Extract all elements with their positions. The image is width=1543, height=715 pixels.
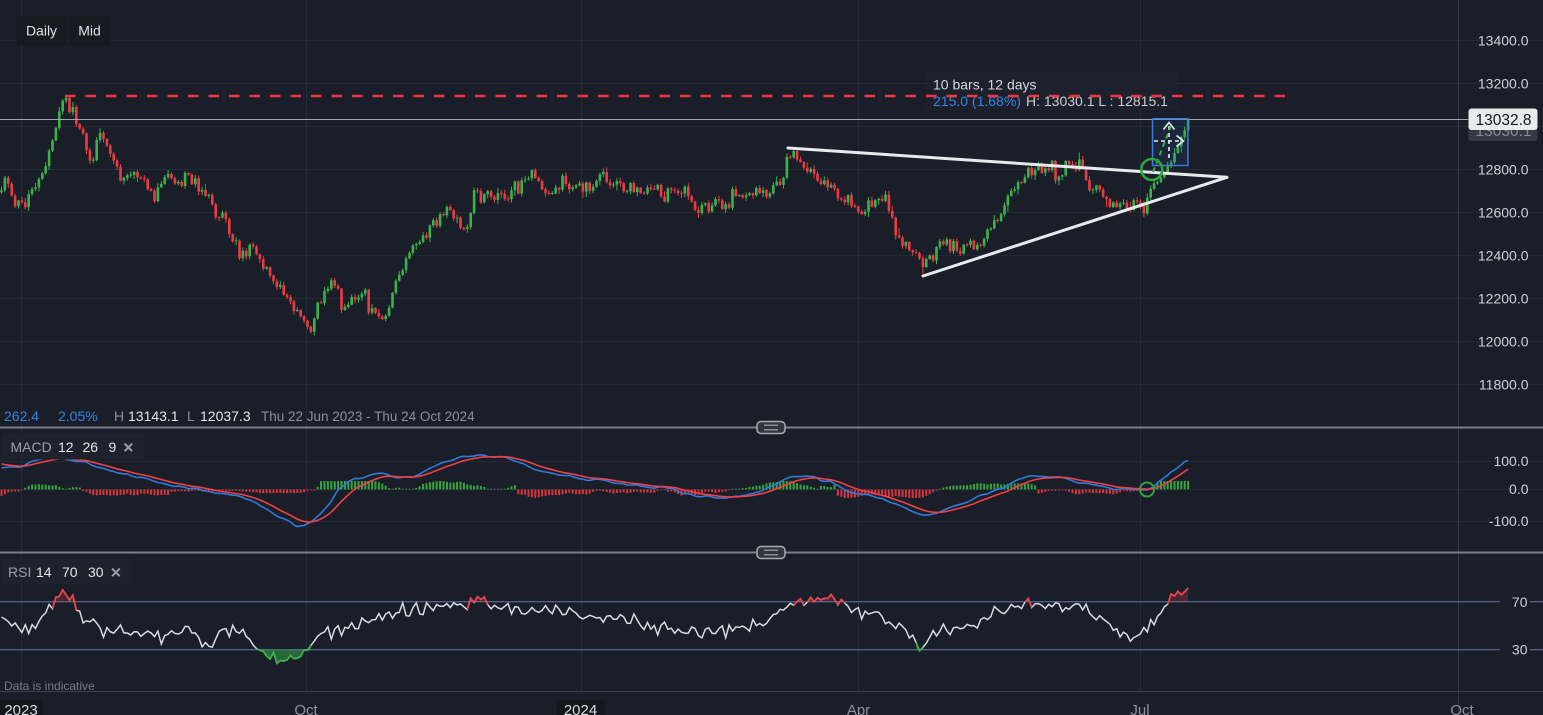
svg-text:12800.0: 12800.0 bbox=[1478, 162, 1529, 178]
svg-text:26: 26 bbox=[83, 439, 99, 455]
svg-text:13400.0: 13400.0 bbox=[1478, 33, 1529, 49]
svg-text:12037.3: 12037.3 bbox=[200, 408, 251, 424]
svg-text:✕: ✕ bbox=[110, 565, 122, 581]
svg-text:70: 70 bbox=[62, 564, 78, 580]
svg-text:14: 14 bbox=[36, 564, 52, 580]
svg-text:30: 30 bbox=[88, 564, 104, 580]
svg-text:0.0: 0.0 bbox=[1509, 481, 1529, 497]
svg-text:Thu 22 Jun 2023 - Thu 24 Oct 2: Thu 22 Jun 2023 - Thu 24 Oct 2024 bbox=[261, 409, 475, 424]
svg-text:Apr: Apr bbox=[847, 702, 870, 715]
svg-text:30: 30 bbox=[1512, 642, 1528, 658]
svg-text:MACD: MACD bbox=[11, 439, 52, 455]
svg-text:2023: 2023 bbox=[4, 702, 37, 715]
svg-text:Daily: Daily bbox=[26, 23, 57, 39]
svg-text:11800.0: 11800.0 bbox=[1479, 377, 1529, 393]
svg-text:12200.0: 12200.0 bbox=[1478, 291, 1529, 307]
svg-text:70: 70 bbox=[1512, 594, 1528, 610]
svg-text:RSI: RSI bbox=[8, 564, 31, 580]
svg-text:✕: ✕ bbox=[123, 440, 135, 456]
svg-text:262.4: 262.4 bbox=[4, 408, 39, 424]
svg-text:100.0: 100.0 bbox=[1493, 453, 1528, 469]
svg-text:13032.8: 13032.8 bbox=[1475, 112, 1531, 129]
svg-text:H: H bbox=[114, 408, 124, 424]
svg-text:Oct: Oct bbox=[294, 702, 318, 715]
svg-text:2024: 2024 bbox=[564, 702, 597, 715]
svg-text:-100.0: -100.0 bbox=[1489, 513, 1529, 529]
svg-text:Mid: Mid bbox=[78, 23, 101, 39]
svg-text:9: 9 bbox=[109, 439, 117, 455]
svg-text:L: L bbox=[187, 408, 195, 424]
svg-text:Data is indicative: Data is indicative bbox=[4, 679, 95, 693]
svg-text:12600.0: 12600.0 bbox=[1478, 205, 1529, 221]
svg-text:2.05%: 2.05% bbox=[58, 408, 98, 424]
svg-text:13143.1: 13143.1 bbox=[128, 408, 179, 424]
svg-text:Oct: Oct bbox=[1450, 702, 1474, 715]
svg-text:12400.0: 12400.0 bbox=[1478, 248, 1529, 264]
svg-text:12: 12 bbox=[58, 439, 74, 455]
svg-text:12000.0: 12000.0 bbox=[1478, 334, 1529, 350]
svg-text:10 bars, 12 days: 10 bars, 12 days bbox=[933, 77, 1037, 93]
svg-text:13200.0: 13200.0 bbox=[1478, 76, 1529, 92]
svg-text:Jul: Jul bbox=[1130, 702, 1149, 715]
